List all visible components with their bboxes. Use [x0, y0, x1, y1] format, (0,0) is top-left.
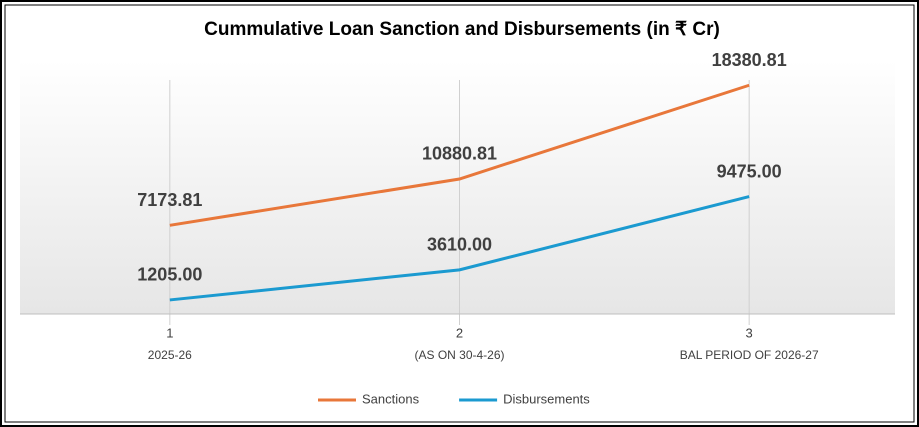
inner-frame — [4, 4, 915, 423]
x-tick-sublabel: BAL PERIOD OF 2026-27 — [680, 348, 819, 362]
legend-label: Disbursements — [503, 391, 590, 406]
data-label: 7173.81 — [137, 190, 202, 210]
chart-title: Cummulative Loan Sanction and Disburseme… — [204, 19, 720, 40]
data-label: 1205.00 — [137, 265, 202, 285]
x-tick-label: 2 — [456, 325, 463, 340]
data-label: 3610.00 — [427, 235, 492, 255]
x-tick-label: 3 — [746, 325, 753, 340]
data-label: 9475.00 — [717, 161, 782, 181]
series-line — [169, 83, 750, 227]
legend-label: Sanctions — [362, 391, 420, 406]
series-line — [169, 195, 750, 302]
x-tick-sublabel: 2025-26 — [148, 348, 192, 362]
data-label: 18380.81 — [712, 50, 787, 70]
x-tick-label: 1 — [166, 325, 173, 340]
x-tick-sublabel: (AS ON 30-4-26) — [414, 348, 504, 362]
data-label: 10880.81 — [422, 144, 497, 164]
